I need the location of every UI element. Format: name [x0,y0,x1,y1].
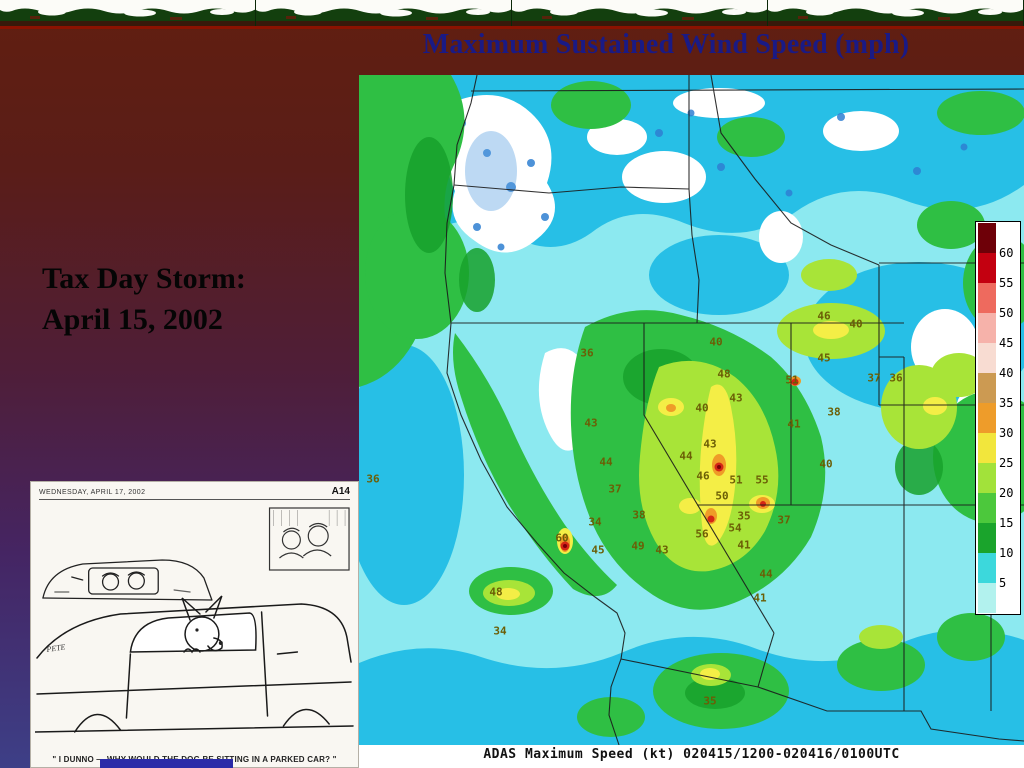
colorbar-ticks: 60 55 50 45 40 35 30 25 20 15 10 5 [999,223,1021,613]
footer-accent-bar [100,759,233,768]
colorbar-tick-label: 50 [999,306,1014,320]
newspaper-cartoon: WEDNESDAY, APRIL 17, 2002 A14 [30,481,359,768]
colorbar-tick-label: 5 [999,576,1007,590]
snow-banner [0,0,1024,26]
colorbar-tick-label: 40 [999,366,1014,380]
page-title: Maximum Sustained Wind Speed (mph) [422,29,910,60]
cartoon-date: WEDNESDAY, APRIL 17, 2002 [39,489,146,496]
colorbar-cell [978,523,996,553]
colorbar-cell [978,223,996,253]
colorbar-cell [978,463,996,493]
snow-banner-tile [256,0,512,26]
colorbar-tick-label: 15 [999,516,1014,530]
colorbar-cell [978,253,996,283]
cartoon-header: WEDNESDAY, APRIL 17, 2002 A14 [39,486,350,500]
cartoon-signature: PETE [45,642,66,654]
colorbar-tick-label: 25 [999,456,1014,470]
colorbar-tick-label: 60 [999,246,1014,260]
colorbar-tick-label: 55 [999,276,1014,290]
wind-speed-map-panel: 36 43 36 37 44 34 45 60 48 34 40 48 43 40 43 44 46 51 50 55… [359,75,1024,768]
colorbar-cell [978,403,996,433]
snow-banner-tile [768,0,1024,26]
colorbar-cell [978,583,996,613]
cartoon-illustration: PETE [34,502,354,749]
colorbar-tick-label: 35 [999,396,1014,410]
map-caption: ADAS Maximum Speed (kt) 020415/1200-0204… [483,747,900,762]
map-illustration [359,75,1024,745]
snow-banner-tile [0,0,256,26]
colorbar-tick-label: 30 [999,426,1014,440]
colorbar-cell [978,373,996,403]
colorbar-cell [978,283,996,313]
intro-line-2: April 15, 2002 [42,303,223,336]
snow-banner-tile [512,0,768,26]
wind-speed-colorbar: 60 55 50 45 40 35 30 25 20 15 10 5 [975,221,1021,615]
colorbar-tick-label: 10 [999,546,1014,560]
colorbar-cell [978,493,996,523]
banner-accent-line [0,26,1024,29]
colorbar-cell [978,313,996,343]
intro-text: Tax Day Storm: April 15, 2002 [42,258,246,340]
colorbar-cell [978,553,996,583]
colorbar-tick-label: 45 [999,336,1014,350]
colorbar-cell [978,433,996,463]
intro-line-1: Tax Day Storm: [42,262,246,295]
colorbar-cell [978,343,996,373]
colorbar-cells [978,223,996,613]
cartoon-page-number: A14 [331,486,350,497]
colorbar-tick-label: 20 [999,486,1014,500]
